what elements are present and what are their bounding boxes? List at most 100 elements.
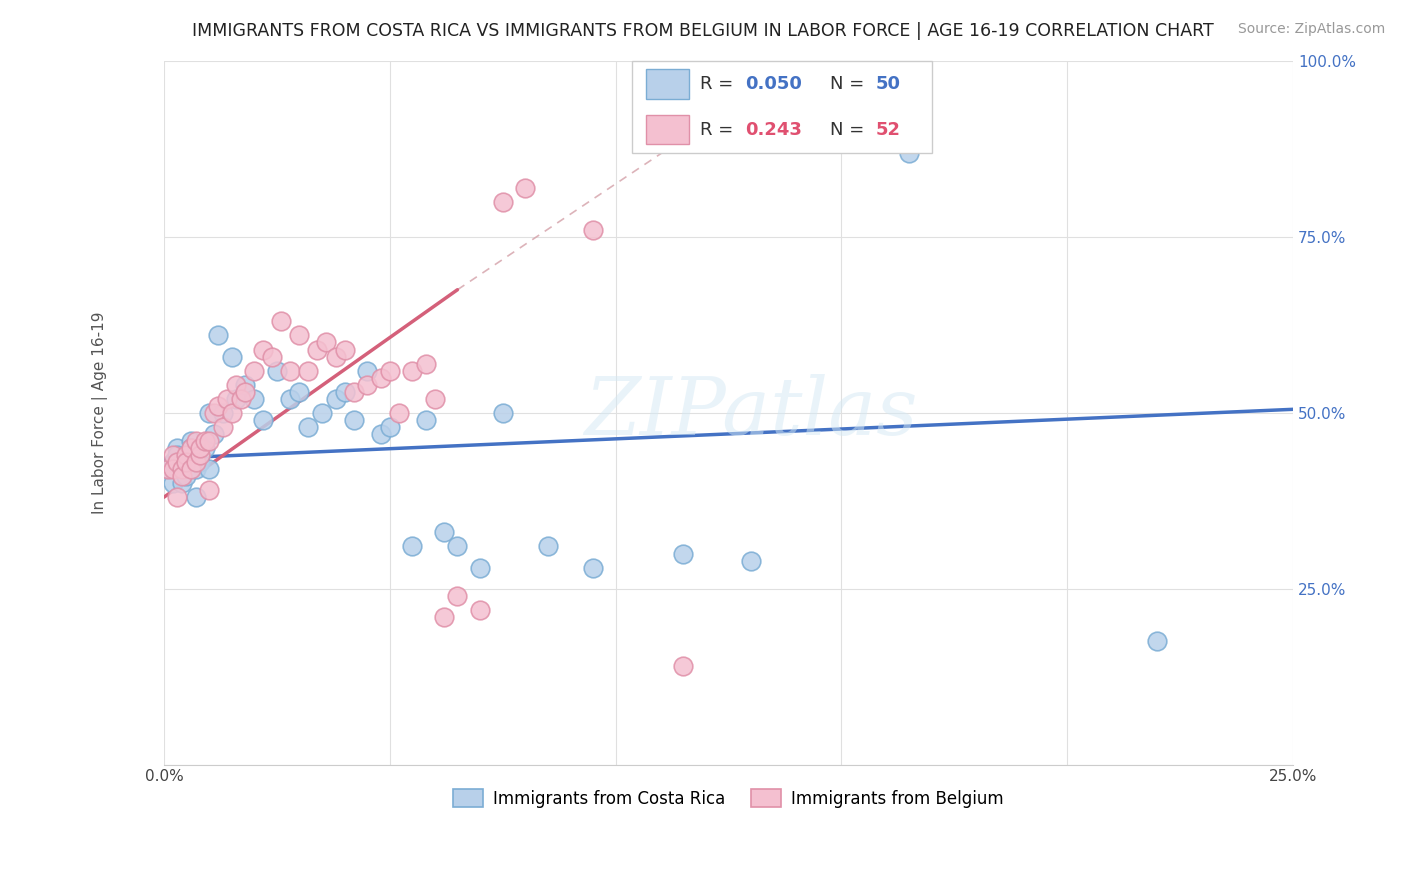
Point: [176, 455, 198, 469]
Point: [325, 350, 347, 364]
Point: [198, 483, 221, 498]
Point: [162, 448, 184, 462]
Point: [401, 540, 423, 554]
Point: [233, 377, 256, 392]
Point: [211, 406, 233, 420]
Legend: Immigrants from Costa Rica, Immigrants from Belgium: Immigrants from Costa Rica, Immigrants f…: [446, 781, 1012, 816]
Point: [262, 350, 284, 364]
FancyBboxPatch shape: [633, 62, 932, 153]
Point: [162, 455, 184, 469]
Point: [193, 441, 215, 455]
Text: N =: N =: [830, 120, 870, 139]
Point: [211, 420, 233, 434]
Text: 50: 50: [875, 75, 900, 93]
Point: [193, 434, 215, 448]
Point: [378, 420, 401, 434]
Point: [170, 462, 193, 476]
Point: [217, 392, 239, 406]
Point: [188, 448, 211, 462]
Point: [288, 328, 311, 343]
Point: [740, 553, 762, 567]
Point: [202, 426, 225, 441]
Point: [388, 406, 411, 420]
Point: [162, 476, 184, 491]
Point: [198, 434, 221, 448]
Text: 52: 52: [875, 120, 900, 139]
Point: [333, 343, 356, 357]
Point: [225, 377, 247, 392]
Point: [252, 413, 274, 427]
Point: [325, 392, 347, 406]
Point: [342, 413, 364, 427]
Point: [446, 540, 468, 554]
Point: [423, 392, 446, 406]
Point: [157, 462, 180, 476]
Point: [898, 145, 921, 160]
Point: [243, 392, 266, 406]
Point: [370, 370, 392, 384]
Point: [170, 469, 193, 483]
Point: [370, 426, 392, 441]
FancyBboxPatch shape: [645, 70, 689, 99]
Point: [162, 462, 184, 476]
Point: [202, 406, 225, 420]
Point: [297, 363, 319, 377]
Point: [401, 363, 423, 377]
Point: [157, 462, 180, 476]
Point: [188, 441, 211, 455]
Y-axis label: In Labor Force | Age 16-19: In Labor Force | Age 16-19: [93, 311, 108, 514]
Point: [184, 462, 207, 476]
Point: [176, 455, 198, 469]
Point: [221, 406, 243, 420]
Point: [415, 413, 437, 427]
Point: [378, 363, 401, 377]
Point: [491, 194, 513, 209]
Point: [176, 462, 198, 476]
Point: [468, 603, 491, 617]
Point: [188, 448, 211, 462]
Point: [229, 392, 252, 406]
Point: [315, 335, 337, 350]
Point: [297, 420, 319, 434]
Point: [180, 462, 202, 476]
Point: [166, 455, 188, 469]
Point: [311, 406, 333, 420]
Point: [198, 406, 221, 420]
Point: [356, 377, 378, 392]
Point: [225, 392, 247, 406]
Point: [280, 392, 302, 406]
Text: 0.050: 0.050: [745, 75, 803, 93]
Point: [166, 490, 188, 504]
Point: [170, 455, 193, 469]
Point: [333, 384, 356, 399]
Point: [266, 363, 288, 377]
Point: [280, 363, 302, 377]
Point: [180, 434, 202, 448]
Text: Source: ZipAtlas.com: Source: ZipAtlas.com: [1237, 22, 1385, 37]
Point: [207, 328, 229, 343]
Text: IMMIGRANTS FROM COSTA RICA VS IMMIGRANTS FROM BELGIUM IN LABOR FORCE | AGE 16-19: IMMIGRANTS FROM COSTA RICA VS IMMIGRANTS…: [193, 22, 1213, 40]
Point: [356, 363, 378, 377]
Point: [184, 455, 207, 469]
Point: [176, 469, 198, 483]
Point: [491, 406, 513, 420]
Point: [446, 589, 468, 603]
Text: N =: N =: [830, 75, 870, 93]
Point: [198, 462, 221, 476]
Text: 0.243: 0.243: [745, 120, 803, 139]
Point: [1146, 634, 1168, 648]
Point: [176, 448, 198, 462]
Point: [180, 441, 202, 455]
Point: [415, 357, 437, 371]
Point: [433, 609, 456, 624]
Point: [342, 384, 364, 399]
Point: [672, 659, 695, 673]
Point: [537, 540, 560, 554]
Point: [307, 343, 329, 357]
Point: [184, 490, 207, 504]
Text: R =: R =: [700, 120, 740, 139]
Point: [515, 180, 537, 194]
Point: [582, 223, 605, 237]
Point: [166, 441, 188, 455]
Point: [582, 560, 605, 574]
